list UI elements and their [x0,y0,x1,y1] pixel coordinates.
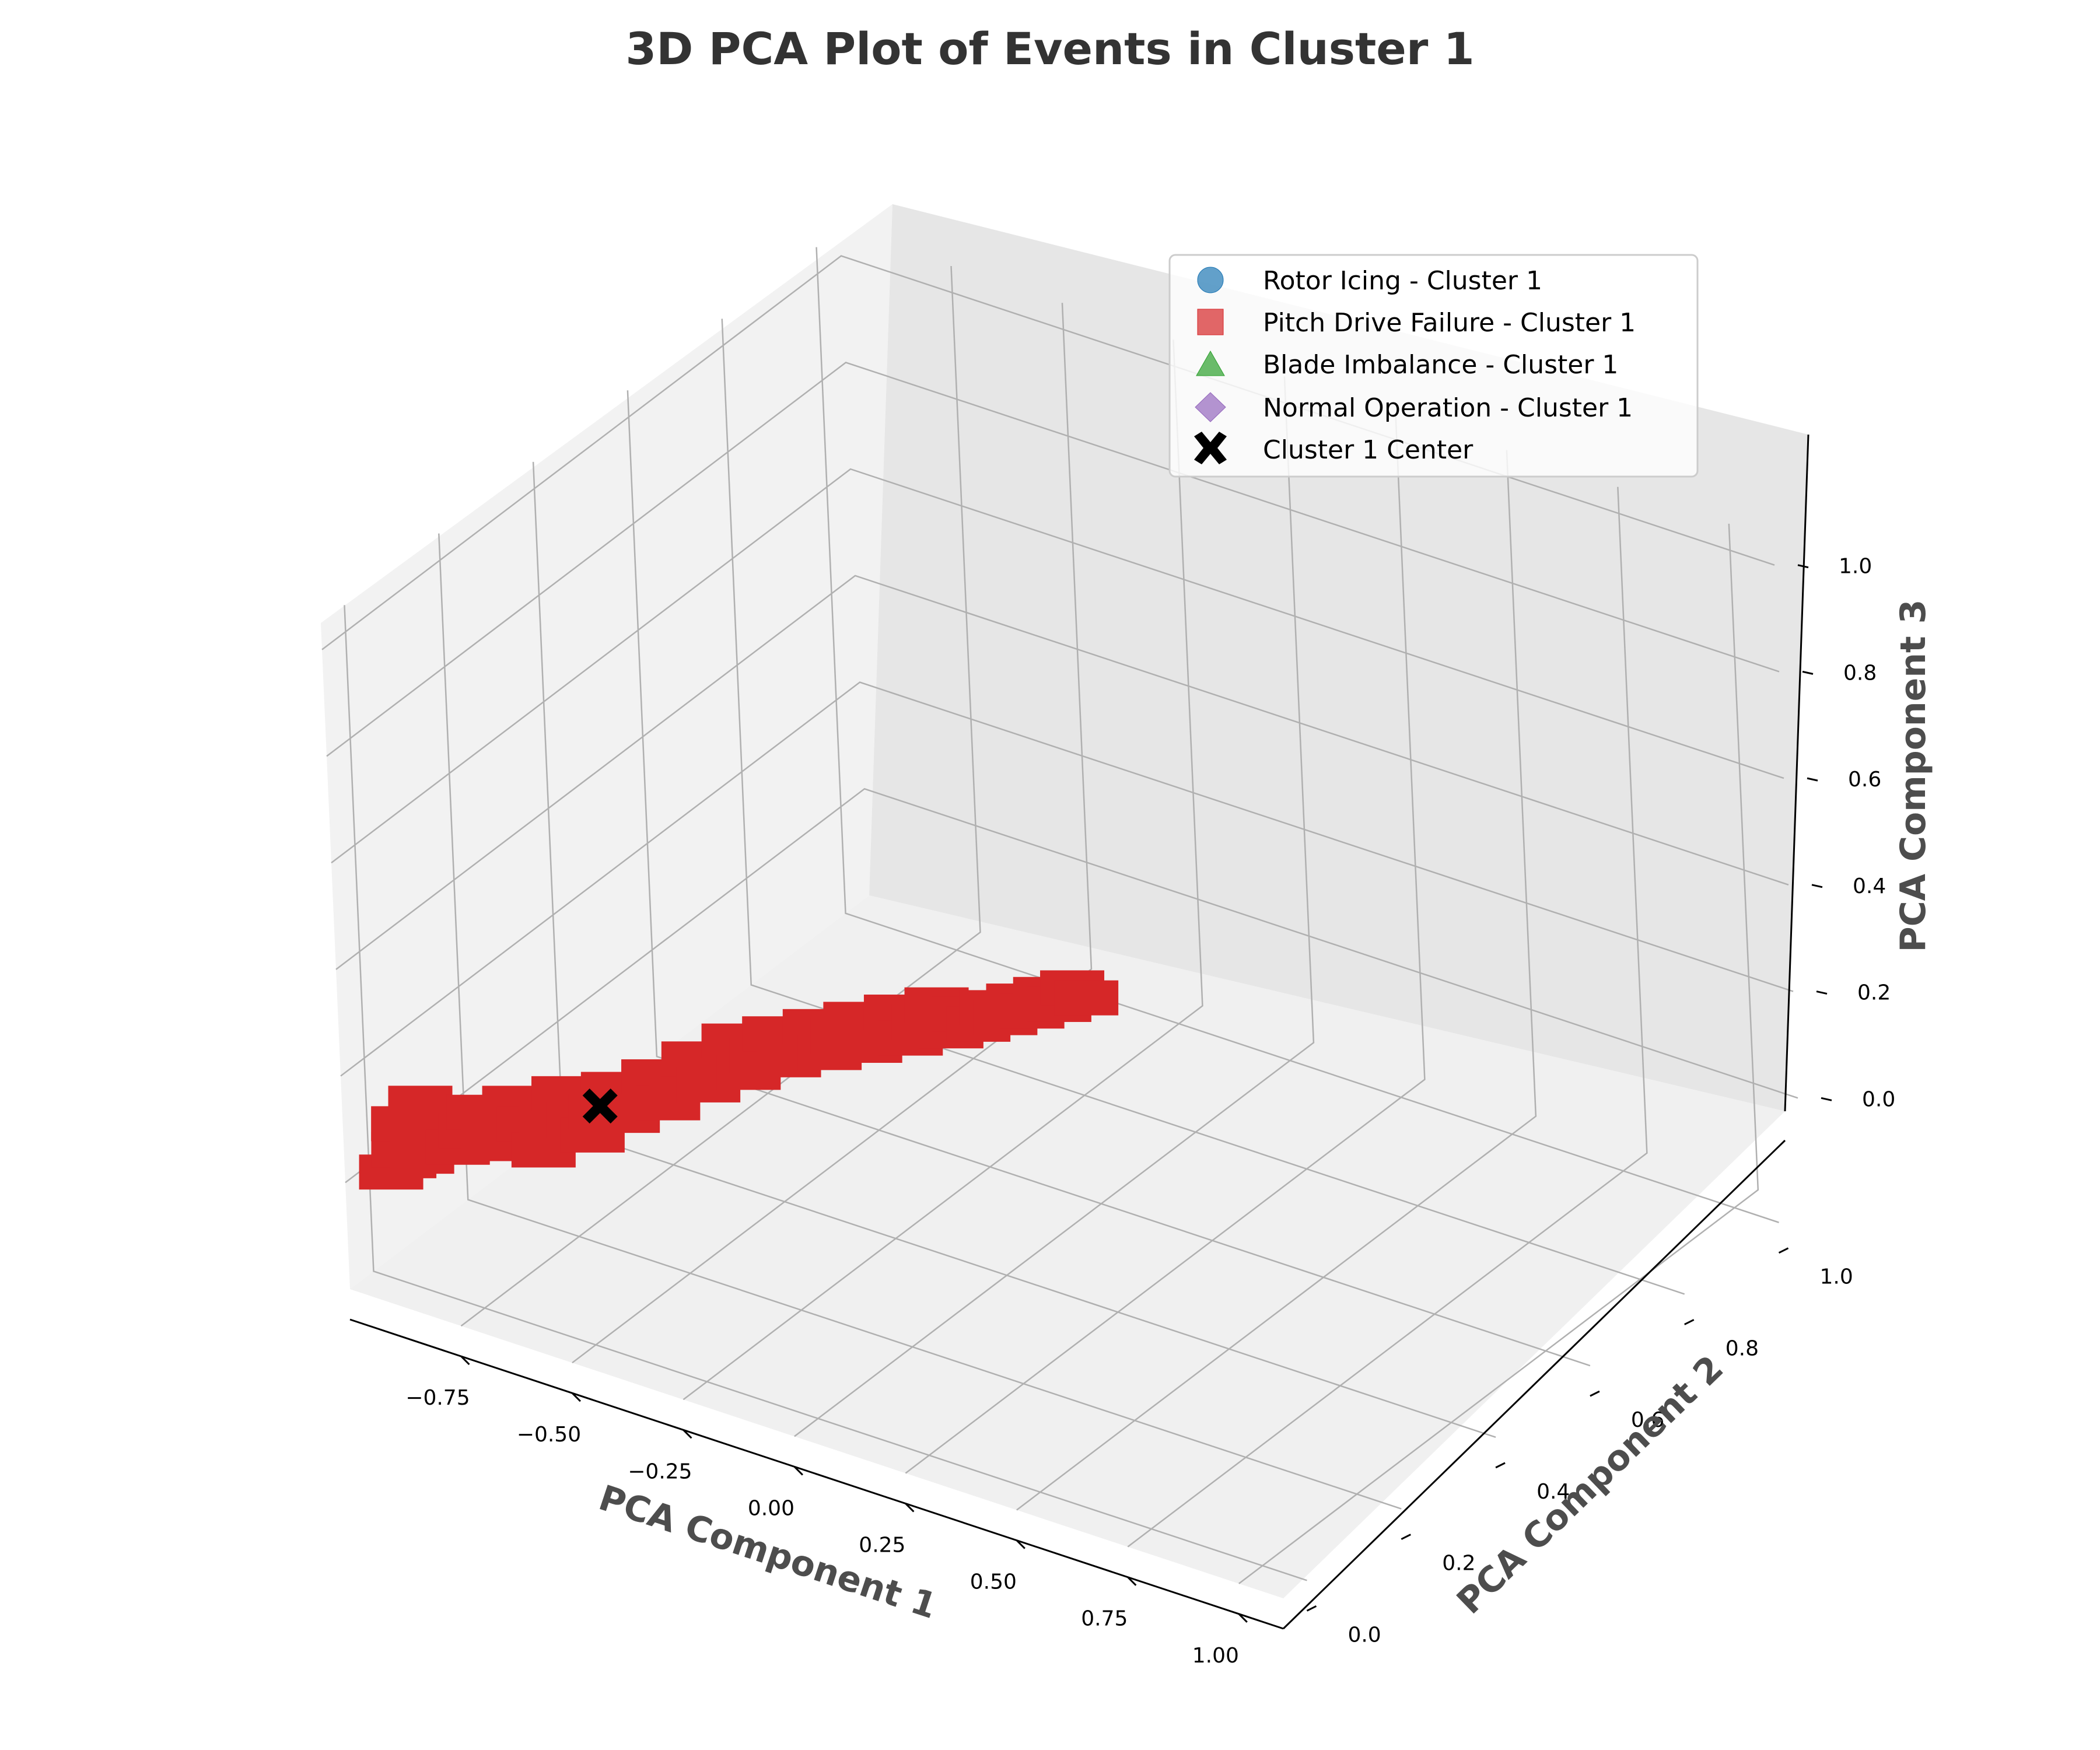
y-axis-line [1282,1139,1786,1630]
y-tick-label: 1.0 [1820,1265,1853,1289]
z-tick [1811,884,1823,888]
legend-label-normal-operation: Normal Operation - Cluster 1 [1263,393,1633,423]
y-tick [1778,1247,1789,1254]
y-tick-label: 0.8 [1726,1336,1759,1360]
x-grid-line [1238,523,1759,1584]
y-tick-label: 0.2 [1442,1552,1475,1576]
z-tick-label: 0.6 [1848,768,1881,792]
z-grid-line [331,468,1784,864]
z-tick-label: 1.0 [1839,555,1872,579]
legend-marker-pitch-drive [1197,309,1224,335]
legend-label-cluster-center: Cluster 1 Center [1263,435,1474,465]
x-tick [905,1503,915,1513]
legend-marker-cluster-center [1194,432,1227,464]
x-tick [1238,1613,1248,1623]
y-tick-label: 0.4 [1536,1480,1570,1504]
x-tick-label: −0.50 [517,1423,581,1447]
z-grid-line [335,575,1789,970]
z-tick-label: 0.8 [1843,661,1877,685]
x-tick [1127,1576,1137,1586]
x-tick [460,1356,470,1366]
x-grid-line [572,303,1093,1364]
y-tick [1306,1605,1317,1612]
y-grid-line [344,605,1307,1581]
legend-marker-normal-operation [1195,392,1226,422]
x-tick-label: 0.00 [748,1496,794,1520]
y-tick [1590,1390,1600,1397]
x-tick-label: −0.75 [405,1386,470,1410]
z-axis-label: PCA Component 3 [1893,600,1934,953]
z-tick-label: 0.2 [1857,981,1891,1005]
z-tick [1807,777,1818,782]
x-tick [571,1392,582,1402]
x-tick [1016,1539,1026,1549]
z-grid-line [340,681,1794,1077]
legend-box [1168,254,1699,478]
left-pane [321,204,892,1289]
y-tick [1401,1534,1411,1540]
data-points [359,970,1119,1190]
x-grid-line [905,413,1426,1474]
x-grid-line [1127,487,1648,1548]
x-tick-label: 0.75 [1081,1607,1128,1631]
x-tick-label: 0.50 [970,1570,1017,1594]
legend-label-blade-imbalance: Blade Imbalance - Cluster 1 [1263,350,1618,380]
legend-marker-blade-imbalance [1196,350,1225,376]
x-grid-line [1016,450,1537,1511]
x-tick-label: −0.25 [628,1460,692,1483]
y-tick-label: 0.6 [1631,1408,1664,1432]
grid-lines [321,247,1798,1584]
axis-ticks: −0.75 −0.50 −0.25 0.00 0.25 0.50 0.75 1.00 0.0 0.… [405,555,1895,1668]
z-tick [1821,1097,1832,1101]
x-tick [793,1466,803,1476]
legend: Rotor Icing - Cluster 1 Pitch Drive Fail… [1168,254,1699,478]
legend-label-rotor-icing: Rotor Icing - Cluster 1 [1263,266,1542,296]
z-tick [1797,564,1809,569]
y-tick-label: 0.0 [1348,1623,1381,1647]
x-grid-line [460,266,981,1327]
x-tick-label: 0.25 [859,1533,905,1557]
y-grid-line [721,318,1685,1295]
legend-label-pitch-drive: Pitch Drive Failure - Cluster 1 [1263,308,1636,338]
z-tick-label: 0.4 [1853,874,1886,898]
legend-marker-rotor-icing [1197,267,1224,293]
z-tick [1816,991,1828,995]
z-grid-line [345,788,1798,1184]
y-grid-line [816,247,1779,1223]
y-grid-line [438,533,1402,1510]
x-tick [682,1429,692,1439]
z-axis-line [1784,434,1810,1112]
y-grid-line [626,390,1591,1367]
y-tick [1684,1319,1695,1325]
z-tick-label: 0.0 [1862,1087,1895,1111]
chart-title: 3D PCA Plot of Events in Cluster 1 [625,23,1474,75]
cluster-center-point [582,1088,618,1124]
x-grid-line [794,376,1315,1437]
z-tick [1802,670,1814,675]
pitch-drive-failure-point [1054,980,1119,1016]
z-grid-line [326,362,1780,757]
y-tick [1495,1462,1506,1469]
x-tick-label: 1.00 [1192,1644,1239,1668]
x-grid-line [682,340,1203,1401]
